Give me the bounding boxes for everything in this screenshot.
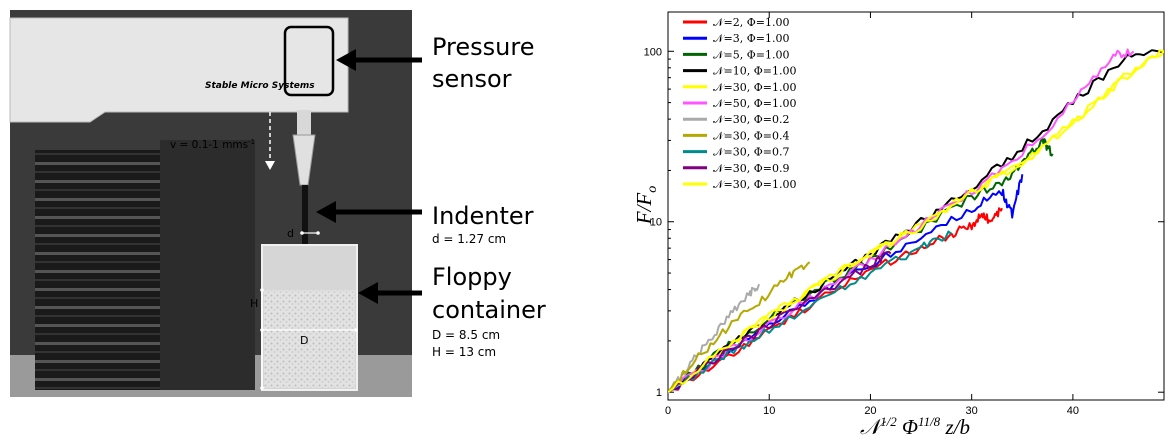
pressure-label-line2: sensor (432, 65, 512, 93)
legend-entry: 𝒩=5, Φ=1.00 (713, 48, 789, 61)
pressure-label-line1: Pressure (432, 33, 534, 61)
indenter-rod (302, 185, 308, 245)
dim-d-label: d (287, 227, 294, 240)
velocity-label: v = 0.1-1 mms-1 (170, 138, 255, 151)
legend-entry: 𝒩=30, Φ=0.4 (713, 129, 789, 142)
legend-entry: 𝒩=30, Φ=0.9 (713, 162, 789, 175)
y-tick-label: 10 (650, 217, 662, 229)
x-tick-label: 30 (966, 405, 978, 417)
legend-entry: 𝒩=2, Φ=1.00 (713, 16, 789, 29)
series-line (668, 49, 1164, 393)
callouts: Pressure sensor Indenter d = 1.27 cm Flo… (316, 33, 546, 359)
pressure-sensor-box (283, 25, 335, 97)
indenter-label: Indenter (432, 202, 534, 230)
legend-entry: 𝒩=30, Φ=1.00 (713, 178, 796, 191)
legend-entry: 𝒩=50, Φ=1.00 (713, 97, 796, 110)
legend: 𝒩=2, Φ=1.00 𝒩=3, Φ=1.00 𝒩=5, Φ=1.00 𝒩=10, Φ… (683, 16, 796, 191)
x-tick-label: 10 (763, 405, 775, 417)
floppy-label-line2: container (432, 296, 546, 324)
series-line (668, 250, 892, 394)
dim-D-label: D (300, 334, 308, 347)
plot-frame (667, 11, 1165, 401)
indenter-sublabel: d = 1.27 cm (432, 232, 506, 246)
series-lines (668, 48, 1164, 394)
x-axis-label: 𝒩1/2 Φ11/8 z/b (860, 414, 970, 439)
instrument-arm (9, 17, 349, 123)
legend-entry: 𝒩=10, Φ=1.00 (713, 65, 796, 78)
x-tick-label: 20 (864, 405, 876, 417)
legend-entry: 𝒩=30, Φ=0.7 (713, 146, 789, 159)
legend-entry: 𝒩=30, Φ=0.2 (713, 113, 789, 126)
y-tick-label: 100 (644, 46, 662, 58)
container-arrow-icon (358, 282, 378, 304)
floppy-sublabel-2: H = 13 cm (432, 345, 496, 359)
apparatus-photo: Stable Micro Systems v = 0.1-1 mms-1 d H… (9, 10, 412, 397)
indenter-arrow-icon (316, 201, 336, 223)
bellows (35, 150, 160, 390)
dim-H-label: H (250, 297, 258, 310)
velocity-arrow-icon (265, 161, 275, 170)
x-tick-label: 0 (665, 405, 671, 417)
floppy-label-line1: Floppy (432, 263, 512, 291)
y-tick-label: 1 (656, 387, 662, 399)
probe-upper (297, 110, 311, 135)
granular-fill (264, 290, 355, 388)
pressure-arrow-icon (336, 49, 356, 71)
series-line (668, 261, 811, 393)
floppy-sublabel-1: D = 8.5 cm (432, 328, 500, 342)
legend-entry: 𝒩=30, Φ=1.00 (713, 81, 796, 94)
brand-text: Stable Micro Systems (205, 81, 315, 91)
series-line (668, 50, 1164, 393)
series-line (668, 137, 1054, 393)
legend-entry: 𝒩=3, Φ=1.00 (713, 32, 789, 45)
x-tick-label: 40 (1067, 405, 1079, 417)
y-axis-label: F/Fo (632, 186, 660, 226)
axis-ticks: 0 10 20 30 40 1 10 100 (644, 12, 1164, 417)
series-line (668, 283, 761, 393)
